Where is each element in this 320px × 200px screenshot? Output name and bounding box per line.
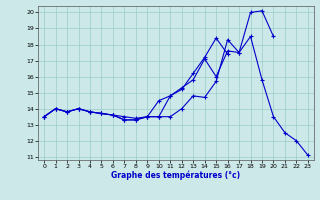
X-axis label: Graphe des températures (°c): Graphe des températures (°c) [111,171,241,180]
